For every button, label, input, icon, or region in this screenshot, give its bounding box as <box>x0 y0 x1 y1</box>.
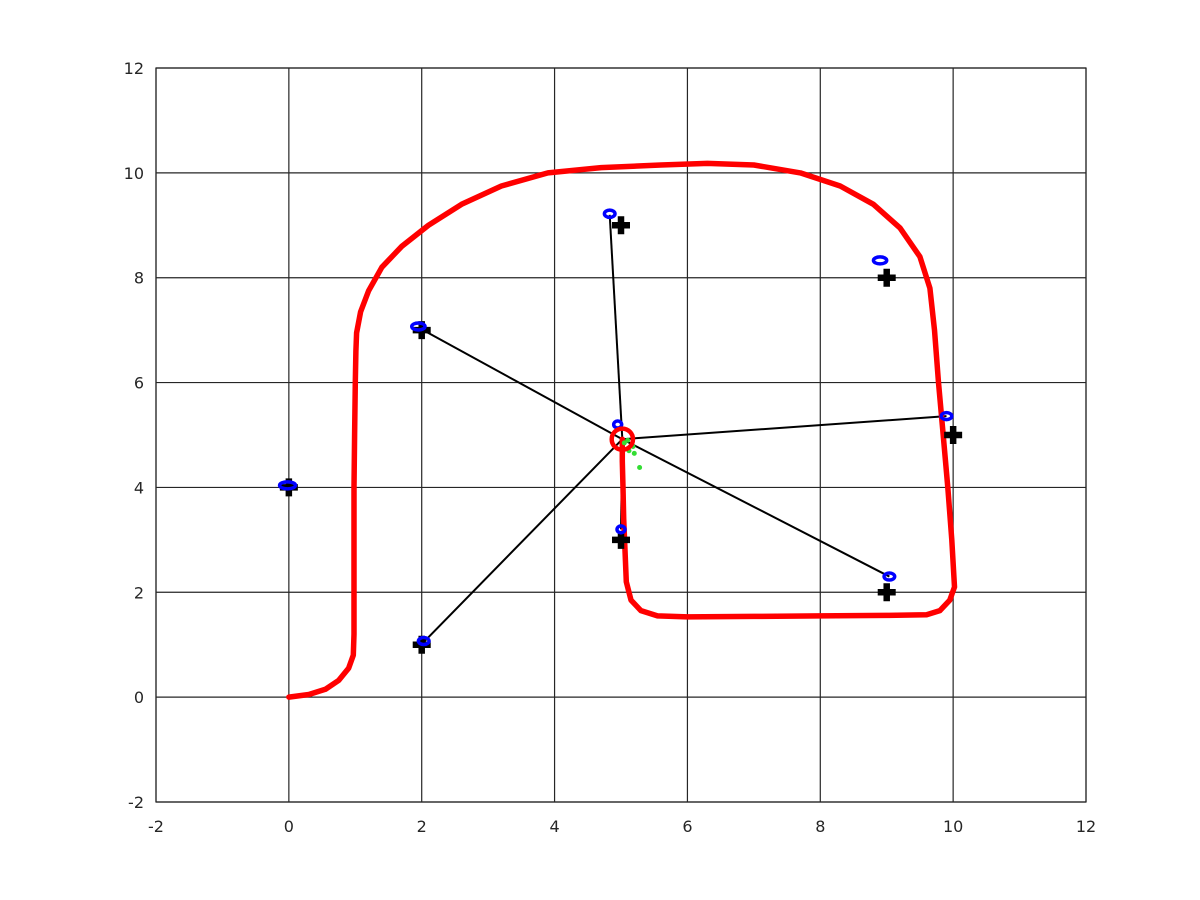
trajectory-line <box>286 160 958 700</box>
particle-point <box>625 437 631 443</box>
landmark-true-marker <box>612 216 630 235</box>
particle-point <box>637 465 643 471</box>
y-tick-label: 12 <box>124 59 144 78</box>
observation-line <box>417 326 623 441</box>
x-tick-label: 0 <box>284 817 294 836</box>
landmark-true-marker <box>944 426 963 444</box>
y-tick-label: -2 <box>128 793 144 812</box>
x-tick-label: 12 <box>1076 817 1096 836</box>
landmark-estimate-ellipse <box>939 410 954 422</box>
x-tick-label: 10 <box>943 817 963 836</box>
landmark-true-marker <box>877 268 896 287</box>
landmark-estimate-ellipse <box>871 255 889 266</box>
y-tick-label: 8 <box>134 269 144 288</box>
x-tick-label: -2 <box>148 817 164 836</box>
particle-point <box>631 450 637 456</box>
y-tick-label: 10 <box>124 164 144 183</box>
landmark-estimate-ellipse <box>602 208 617 220</box>
landmarks-estimated <box>277 208 954 647</box>
observation-line <box>622 415 947 441</box>
y-tick-label: 4 <box>134 478 144 497</box>
x-tick-label: 8 <box>815 817 825 836</box>
landmark-estimate-ellipse <box>882 571 897 582</box>
observation-line <box>422 438 624 643</box>
landmark-estimate-ellipse <box>277 480 298 491</box>
landmark-estimate-ellipse <box>615 524 627 535</box>
x-tick-labels: -2 0 2 4 6 8 10 12 <box>148 817 1096 836</box>
x-tick-label: 6 <box>682 817 692 836</box>
plot-frame <box>155 67 1087 803</box>
trajectory-group <box>286 160 958 700</box>
observation-line <box>608 214 624 440</box>
landmark-estimate-ellipse <box>416 635 431 647</box>
landmark-true-marker <box>877 583 896 602</box>
y-tick-label: 0 <box>134 688 144 707</box>
landmark-estimate-ellipse <box>410 321 427 332</box>
y-tick-labels: -2 0 2 4 6 8 10 12 <box>124 59 144 812</box>
robot-circle <box>609 426 636 453</box>
x-tick-label: 4 <box>549 817 559 836</box>
y-tick-label: 6 <box>134 374 144 393</box>
robot-group <box>609 426 636 453</box>
particles <box>621 437 643 471</box>
observation-lines <box>417 214 947 643</box>
y-tick-label: 2 <box>134 583 144 602</box>
x-tick-label: 2 <box>417 817 427 836</box>
observation-line <box>621 438 890 578</box>
